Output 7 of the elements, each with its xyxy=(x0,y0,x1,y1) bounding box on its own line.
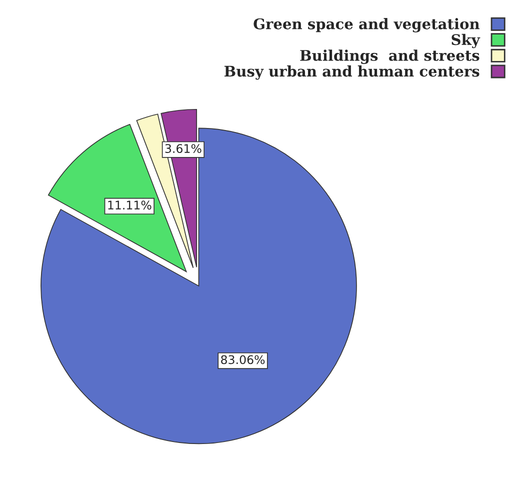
data-label: 83.06% xyxy=(221,355,265,364)
legend-label: Buildings and streets xyxy=(300,50,480,64)
legend-label: Sky xyxy=(452,34,480,48)
data-label: 3.61% xyxy=(165,144,202,153)
legend-label: Green space and vegetation xyxy=(254,18,480,32)
legend-label: Busy urban and human centers xyxy=(224,65,480,80)
data-label: 11.11% xyxy=(108,200,152,210)
